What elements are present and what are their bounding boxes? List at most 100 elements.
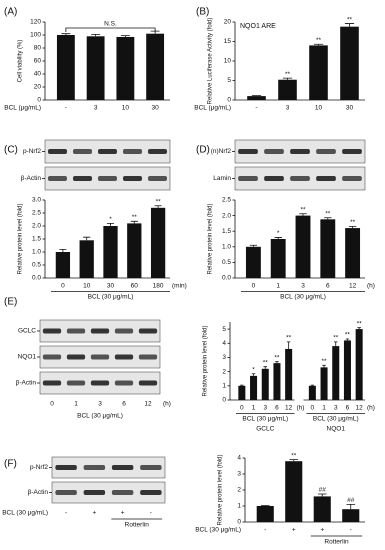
blot-band (73, 149, 92, 154)
error-bar (310, 384, 315, 386)
blot-x-label: BCL (30 μg/mL) (77, 413, 123, 420)
blot-band (316, 149, 336, 154)
blot-x-label: BCL (30 μg/mL) (2, 510, 48, 517)
bar (79, 240, 94, 278)
significance-label: ** (156, 198, 162, 205)
error-bar (346, 504, 356, 510)
x-tick-label: 180 (153, 283, 164, 290)
blot-label: p-Nrf2 (30, 464, 48, 471)
blot-category: 6 (122, 401, 126, 408)
bar (355, 329, 363, 400)
bar (116, 36, 135, 100)
blot-category: 3 (98, 401, 102, 408)
blot-band (114, 328, 134, 334)
y-tick-label: 80 (34, 45, 42, 52)
bar (332, 346, 340, 400)
bar (86, 36, 105, 100)
blot-category: - (150, 510, 152, 517)
y-tick-label: 5 (222, 326, 226, 333)
blot-band (90, 354, 110, 360)
x-axis-label: BCL (30 μg/mL) (88, 294, 134, 301)
x-axis-label: BCL (30 μg/mL) (313, 416, 359, 423)
error-bar (120, 35, 130, 37)
y-tick-label: 3 (222, 354, 226, 361)
x-tick-label: 3 (286, 105, 290, 112)
error-bar (348, 226, 357, 229)
y-tick-label: 1.5 (32, 236, 41, 243)
x-tick-label: 12 (285, 405, 293, 412)
x-tick-label: 10 (83, 283, 91, 290)
bar (250, 375, 258, 400)
y-tick-label: 2.5 (32, 210, 41, 217)
y-tick-label: 2 (237, 487, 241, 494)
blot-band (48, 176, 67, 181)
blot-band (83, 490, 106, 495)
x-tick-label: 6 (275, 405, 279, 412)
bar (55, 252, 71, 278)
panel-label: (B) (196, 7, 209, 18)
blot-band (264, 149, 284, 154)
significance-label: ** (350, 219, 356, 226)
y-tick-label: 1.5 (222, 228, 231, 235)
blot-band (148, 176, 167, 181)
blot-band (290, 176, 310, 181)
error-bar (357, 327, 361, 330)
blot-label: p-Nrf2 (23, 148, 41, 155)
blot-band (90, 328, 110, 334)
x-tick-label: + (292, 527, 296, 534)
blot-label: GCLC (18, 328, 36, 335)
y-tick-label: 2.0 (32, 223, 41, 230)
blot-band (138, 354, 158, 360)
bar (247, 96, 266, 100)
error-bar (345, 338, 350, 341)
x-tick-label: 6 (326, 283, 330, 290)
blot-category: - (65, 510, 67, 517)
x-tick-label: 12 (349, 283, 357, 290)
blot-category: 1 (74, 401, 78, 408)
blot-band (140, 490, 162, 495)
blot-label: NQO1 (18, 354, 37, 361)
y-tick-label: 5 (227, 77, 231, 84)
x-axis-label: BCL (30 μg/mL) (280, 294, 326, 301)
bar (103, 226, 118, 278)
panel-label: (C) (4, 145, 18, 156)
x-tick-label: 3 (334, 405, 338, 412)
blot-band (342, 149, 362, 154)
error-bar (240, 384, 244, 386)
significance-label: * (252, 366, 255, 373)
blot-band (90, 380, 110, 386)
bar (278, 79, 297, 100)
error-bar (59, 249, 67, 252)
x-axis-label: BCL (μg/mL) (4, 105, 41, 112)
error-bar (313, 43, 324, 46)
significance-label: ** (263, 359, 269, 366)
x-tick-label: 0 (311, 405, 315, 412)
bar (340, 26, 359, 100)
x-tick-label: - (255, 105, 257, 112)
blot-category: + (92, 510, 96, 517)
significance-label: ## (347, 497, 355, 504)
bar (285, 461, 303, 522)
blot-band (55, 490, 77, 495)
bracket-label: Rotterlin (324, 539, 349, 546)
blot-band (55, 465, 77, 470)
x-tick-label: 3 (263, 405, 267, 412)
x-tick-label: 3 (301, 283, 305, 290)
group-label: NQO1 (327, 426, 346, 433)
x-tick-label: 0 (61, 283, 65, 290)
significance-label: ## (319, 487, 327, 494)
bar (261, 368, 269, 400)
bar (295, 215, 311, 278)
significance-label: ** (325, 211, 331, 218)
blot-band (316, 176, 336, 181)
y-tick-label: 1.0 (222, 244, 231, 251)
y-tick-label: 1 (222, 383, 226, 390)
blot-label: Lamin (213, 175, 231, 182)
x-tick-label: 6 (346, 405, 350, 412)
significance-label: ** (333, 335, 339, 342)
y-tick-label: 20 (34, 84, 42, 91)
blot-label: β-Actin (28, 489, 49, 496)
x-tick-label: 1 (322, 405, 326, 412)
blot-band (238, 149, 258, 154)
y-tick-label: 1 (237, 503, 241, 510)
